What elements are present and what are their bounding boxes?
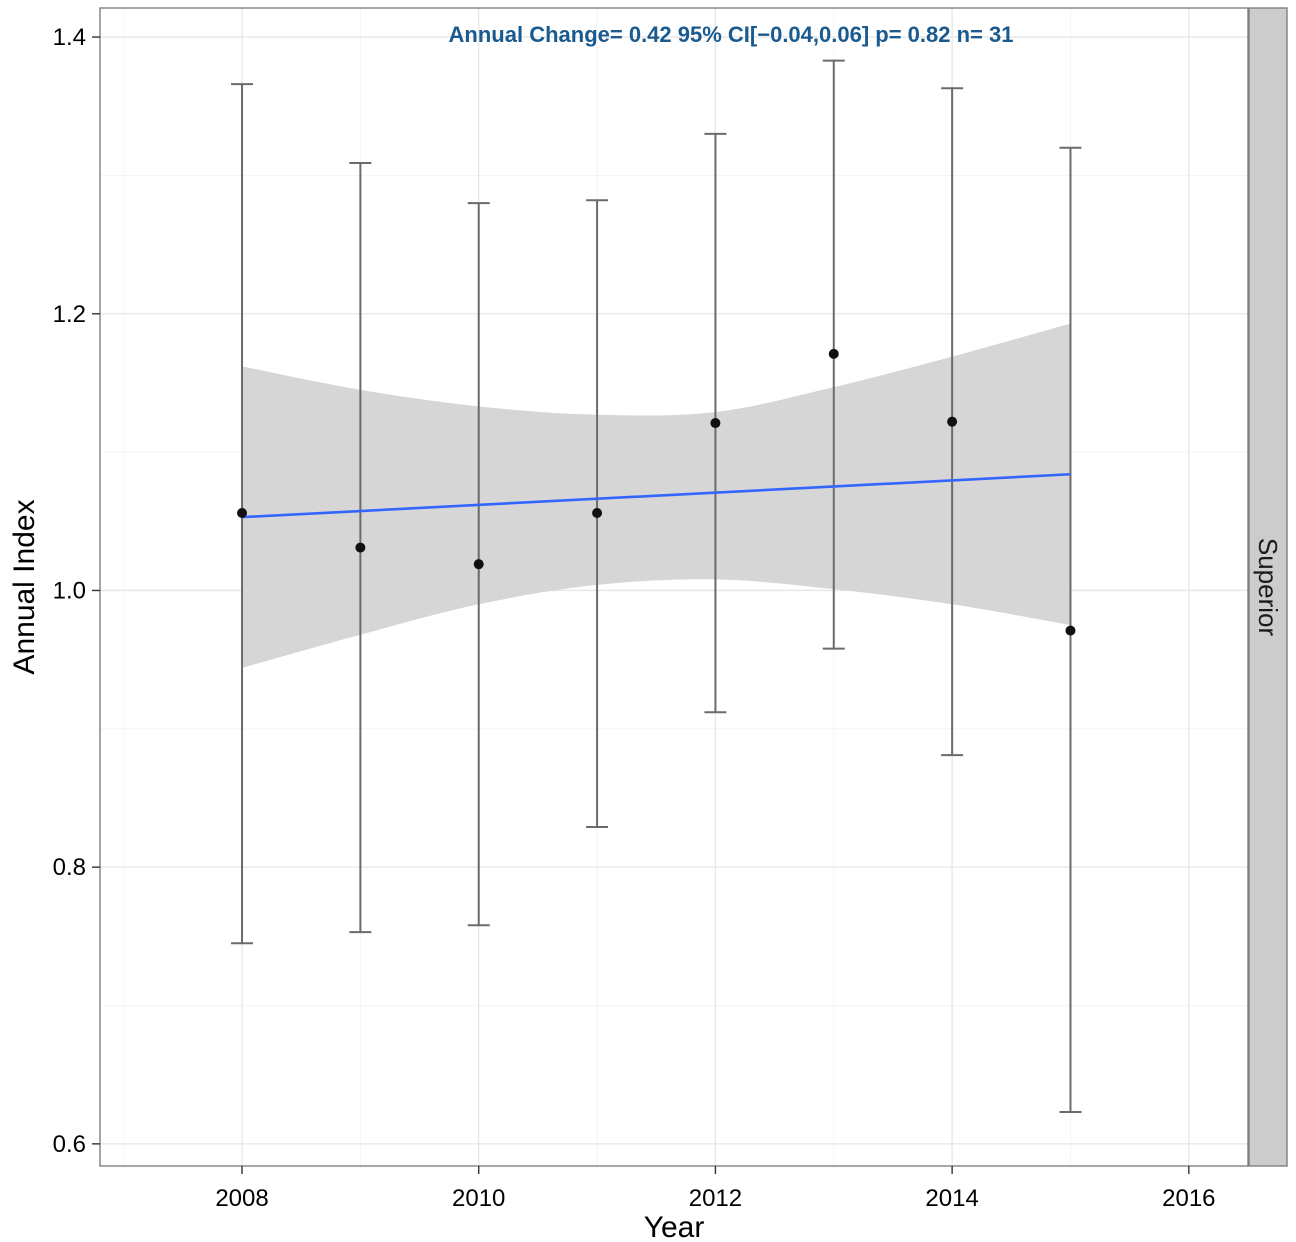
y-tick-label: 1.0 [53,577,86,604]
data-points [237,348,1076,636]
trend-line [241,472,1071,519]
x-tick-label: 2014 [925,1185,978,1212]
y-tick-label: 1.2 [53,301,86,328]
data-point [473,559,484,570]
facet-label: Superior [1253,538,1283,637]
data-point [947,416,958,427]
y-tick-label: 1.4 [53,24,86,51]
x-tick-label: 2016 [1162,1185,1215,1212]
facet-strip [1248,7,1288,1167]
annotation-text: Annual Change= 0.42 95% CI[−0.04,0.06] p… [449,22,1014,47]
data-point [1065,625,1076,636]
x-tick-label: 2010 [452,1185,505,1212]
y-tick-label: 0.8 [53,854,86,881]
y-axis-ticks: 0.6 0.8 1.0 1.2 1.4 [53,24,100,1158]
x-tick-label: 2012 [689,1185,742,1212]
data-point [828,348,839,359]
y-tick-label: 0.6 [53,1131,86,1158]
data-point [237,507,248,518]
x-axis-ticks: 2008 2010 2012 2014 2016 [215,1166,1216,1212]
data-point [592,507,603,518]
panel-border [99,7,1249,1167]
y-axis-title: Annual Index [8,499,41,674]
data-point [710,418,721,429]
x-tick-label: 2008 [215,1185,268,1212]
data-point [355,542,366,553]
x-axis-title: Year [644,1211,705,1242]
